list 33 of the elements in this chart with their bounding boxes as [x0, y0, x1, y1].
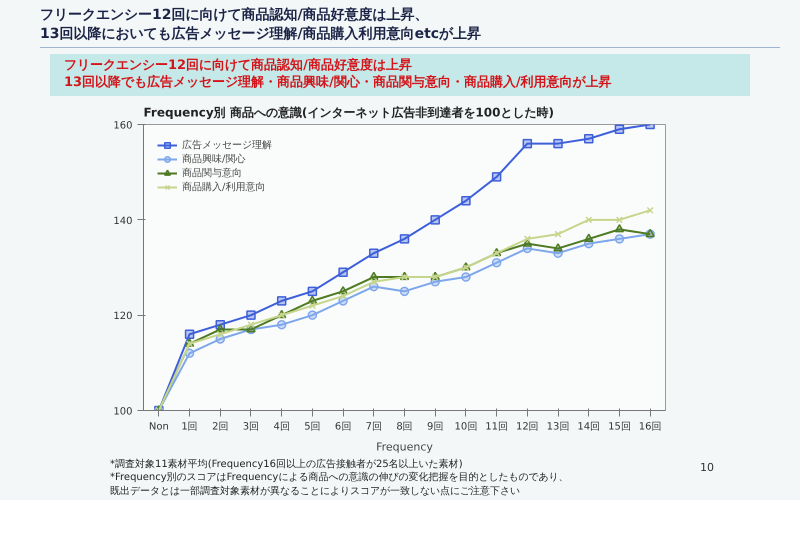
legend-label: 商品購入/利用意向 — [182, 180, 266, 194]
chart-title: フリークエンシー12回に向けて商品認知/商品好意度は上昇、 13回以降においても広告メッセージ理解/商品購入利用意向etcが上昇 — [40, 6, 482, 44]
text: Frequency別 商品への意識(インターネット広告非到達者を100とした時) — [144, 105, 554, 120]
x-tick-label: 16回 — [638, 421, 662, 432]
x-tick-label: 13回 — [546, 421, 570, 432]
x-tick-label: 6回 — [334, 421, 352, 432]
text: 既出データとは一部調査対象素材が異なることによりスコアが一致しない点にご注意下さい — [110, 486, 520, 497]
x-tick-label: 5回 — [304, 421, 321, 432]
legend-label: 広告メッセージ理解 — [182, 138, 272, 152]
x-axis-title: Frequency — [376, 440, 434, 454]
x-tick-label: 2回 — [212, 421, 228, 432]
text: 10 — [700, 460, 714, 476]
text: *調査対象11素材平均(Frequency16回以上の広告接触者が25名以上いた素材) — [110, 458, 463, 470]
y-tick-label: 160 — [113, 120, 133, 132]
y-tick-label: 120 — [113, 310, 133, 322]
y-tick-label: 100 — [113, 406, 133, 418]
x-tick-label: 10回 — [454, 421, 478, 432]
x-tick-label: 8回 — [396, 421, 413, 432]
x-tick-label: 14回 — [577, 421, 600, 432]
x-tick-label: 9回 — [427, 421, 444, 432]
x-tick-label: 4回 — [273, 421, 290, 432]
x-tick-label: 7回 — [366, 421, 382, 432]
x-tick-label: 12回 — [516, 421, 539, 432]
text: *Frequency別のスコアはFrequencyによる商品への意識の伸びの変化把握を目的としたものであり、 — [110, 472, 568, 484]
legend-label: 商品興味/関心 — [182, 152, 246, 166]
x-tick-label: 1回 — [181, 421, 198, 432]
x-tick-label: 11回 — [485, 421, 508, 432]
x-tick-label: 15回 — [608, 421, 631, 432]
chart-subtitle: フリークエンシー12回に向けて商品認知/商品好意度は上昇 13回以降でも広告メッセージ理解・商品興味/関心・商品関与意向・商品購入/利用意向が上昇 — [64, 58, 612, 92]
y-tick-label: 140 — [113, 215, 133, 226]
x-tick-label: 3回 — [242, 421, 260, 432]
legend-label: 商品関与意向 — [182, 166, 242, 180]
x-tick-label: Non — [148, 421, 169, 432]
